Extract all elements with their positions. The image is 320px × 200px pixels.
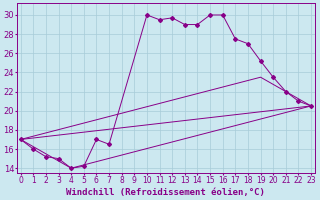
X-axis label: Windchill (Refroidissement éolien,°C): Windchill (Refroidissement éolien,°C): [67, 188, 265, 197]
